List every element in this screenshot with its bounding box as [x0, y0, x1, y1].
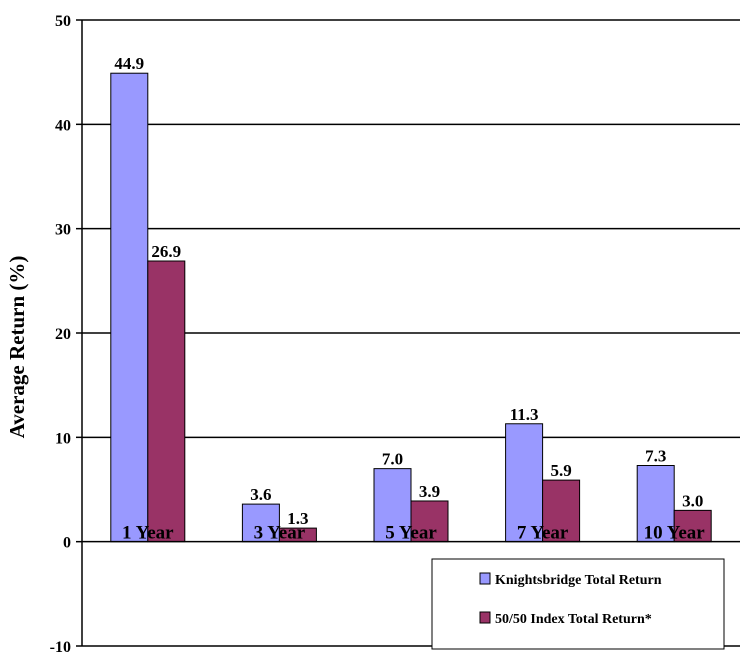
data-label: 26.9: [151, 242, 181, 261]
y-tick-label: 30: [55, 222, 71, 239]
data-label: 44.9: [114, 54, 144, 73]
bar-knightsbridge-4: [636, 465, 675, 543]
y-axis-title: Average Return (%): [5, 256, 29, 439]
category-label: 7 Year: [517, 523, 569, 544]
data-label: 7.3: [645, 447, 666, 466]
category-label: 3 Year: [254, 523, 306, 544]
legend-swatch-index: [479, 611, 491, 624]
category-label: 5 Year: [385, 523, 437, 544]
category-labels: 1 Year 3 Year 5 Year 7 Year 10 Year: [122, 523, 705, 544]
data-label: 5.9: [550, 461, 571, 480]
y-tick-label: 50: [55, 13, 71, 30]
y-tick-label: 0: [63, 535, 71, 552]
data-label: 11.3: [510, 405, 539, 424]
bar-index-0: [147, 260, 186, 543]
data-labels: 44.9 26.9 3.6 1.3 7.0 3.9 11.3 5.9 7.3 3.0: [114, 54, 703, 528]
legend-swatch-knightsbridge: [479, 572, 491, 585]
bars: [82, 72, 740, 543]
data-label: 3.0: [682, 491, 703, 510]
category-label: 10 Year: [644, 523, 706, 544]
data-label: 3.6: [250, 485, 271, 504]
data-label: 7.0: [382, 450, 403, 469]
legend-label-knightsbridge: Knightsbridge Total Return: [495, 573, 662, 588]
legend-label-index: 50/50 Index Total Return*: [495, 612, 652, 627]
gridlines: [82, 19, 740, 439]
y-tick-label: 20: [55, 326, 71, 343]
bar-index-2: [410, 500, 449, 543]
bar-knightsbridge-0: [110, 72, 149, 543]
data-label: 1.3: [287, 509, 308, 528]
category-label: 1 Year: [122, 523, 174, 544]
bar-index-3: [542, 479, 581, 543]
y-tick-label: -10: [50, 639, 71, 656]
bar-index-4: [673, 509, 712, 543]
y-tick-labels: -10 0 10 20 30 40 50: [50, 13, 71, 656]
y-tick-label: 10: [55, 430, 71, 447]
data-label: 3.9: [419, 482, 440, 501]
y-tick-label: 40: [55, 117, 71, 134]
legend: Knightsbridge Total Return 50/50 Index T…: [431, 558, 725, 650]
